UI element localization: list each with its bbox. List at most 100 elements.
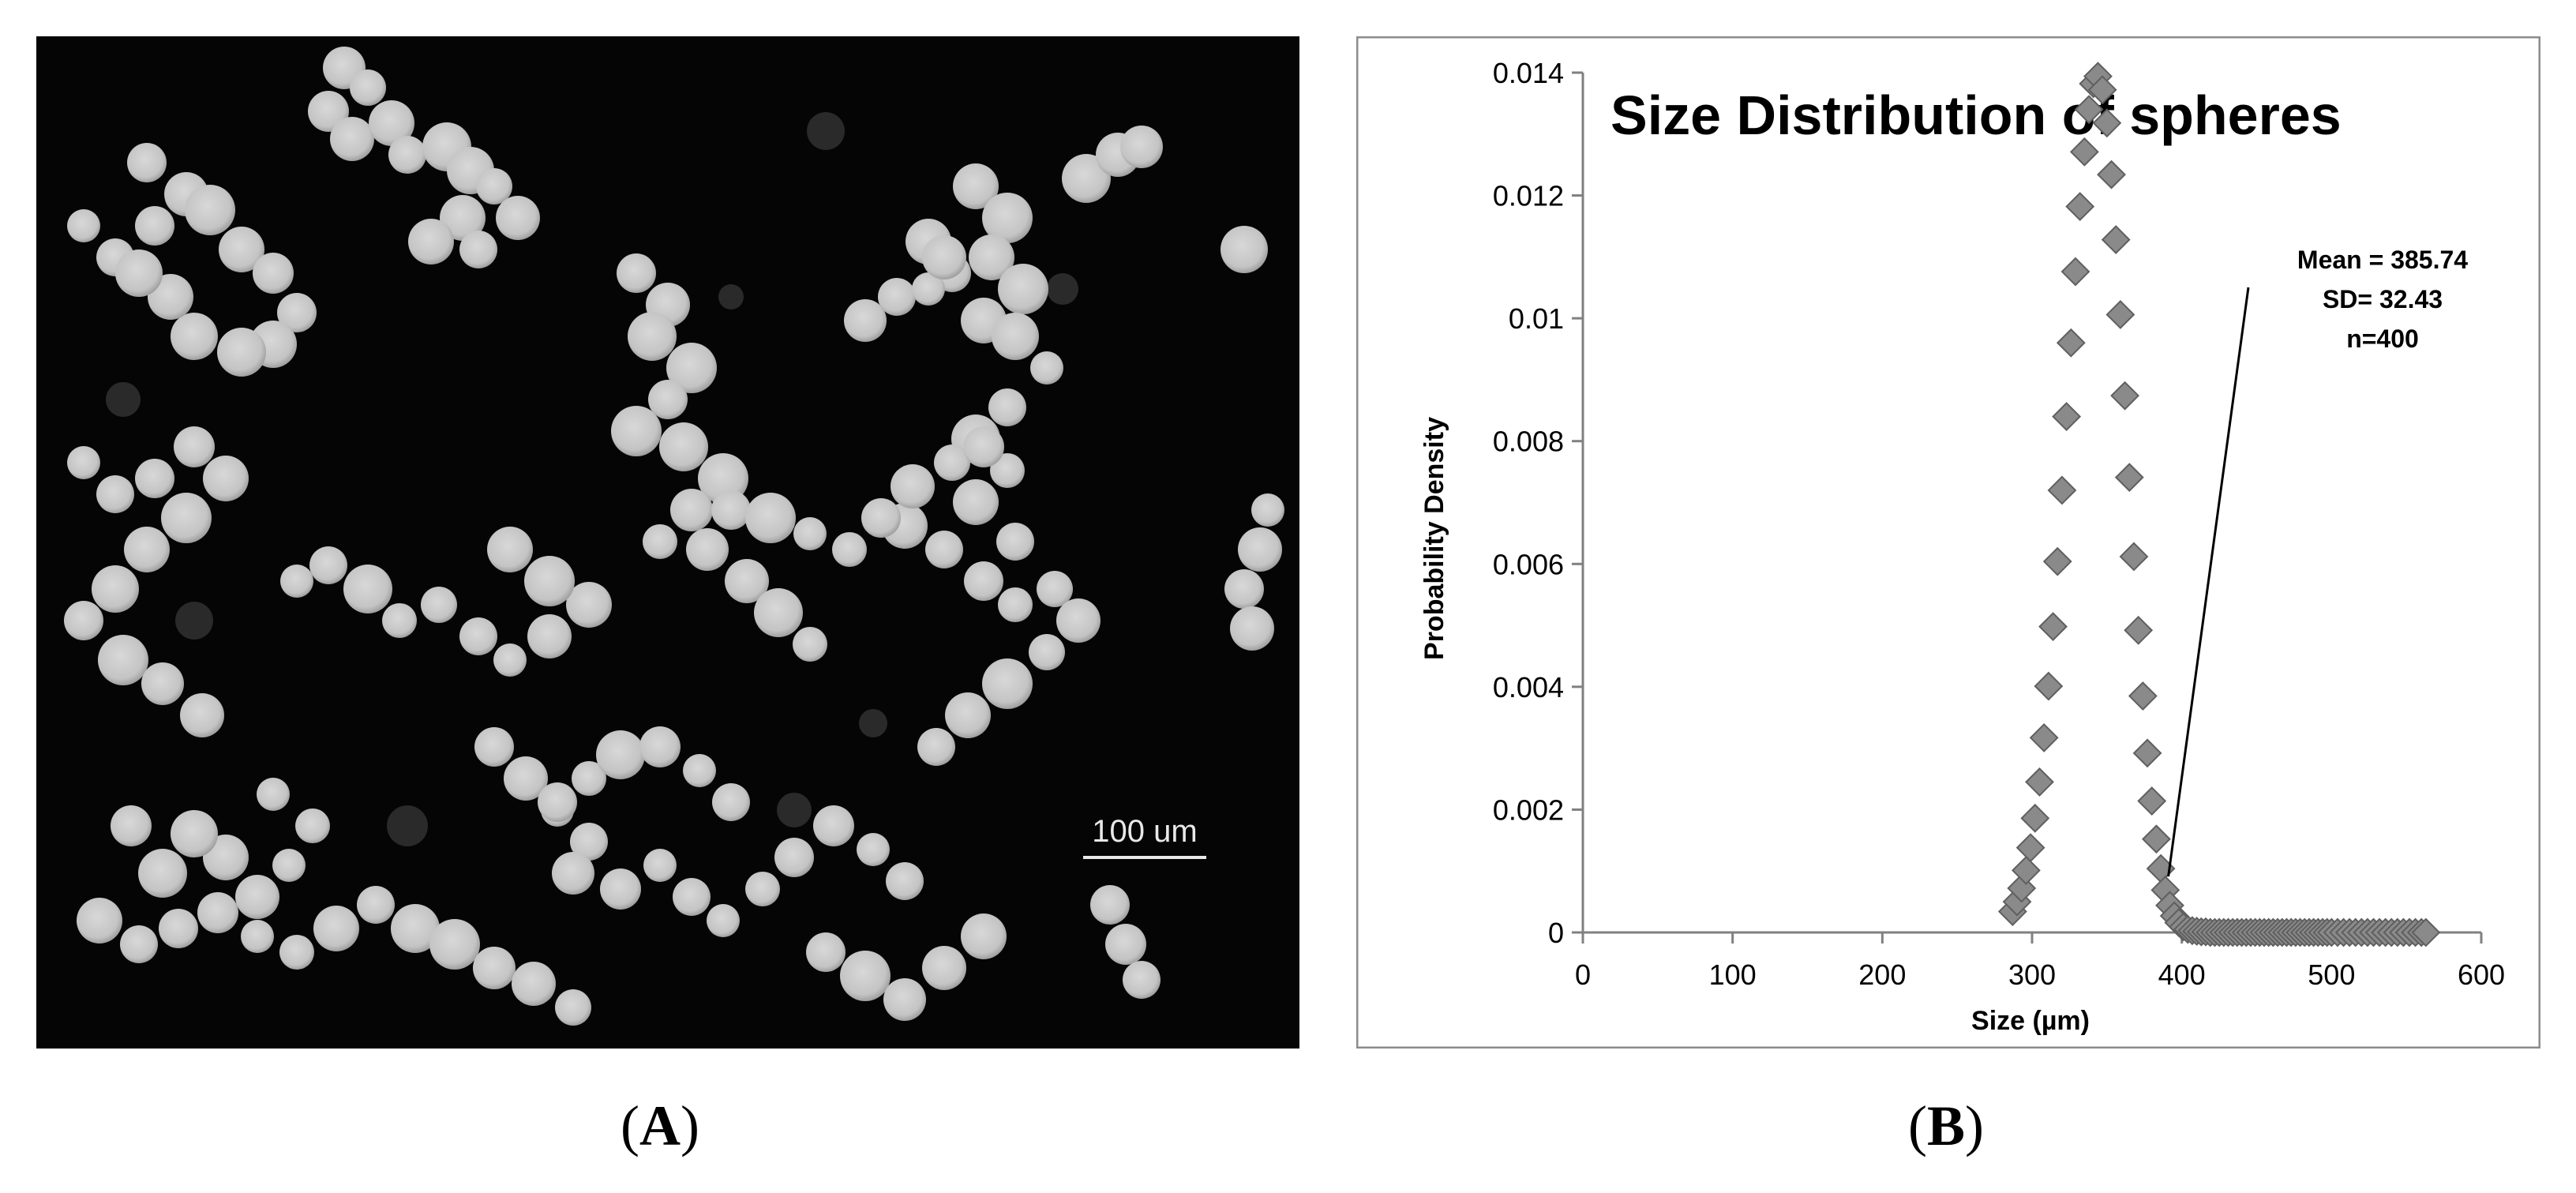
out-of-focus-sphere <box>807 112 845 150</box>
sphere <box>388 136 426 174</box>
sphere <box>917 728 955 766</box>
sphere <box>496 196 540 240</box>
sphere <box>754 588 803 637</box>
sphere <box>77 898 122 944</box>
sphere <box>429 919 480 970</box>
sphere <box>141 662 184 705</box>
sphere <box>996 523 1034 561</box>
sphere <box>135 206 174 246</box>
sphere <box>555 989 591 1026</box>
y-tick-label: 0.004 <box>1493 671 1564 703</box>
sphere <box>673 878 711 916</box>
sphere <box>1221 226 1268 273</box>
data-point-marker <box>2411 917 2441 947</box>
data-point-marker <box>2142 824 2171 854</box>
sphere <box>1062 154 1111 203</box>
sphere <box>922 946 966 990</box>
sphere <box>643 524 677 559</box>
sphere <box>111 805 152 846</box>
sphere <box>712 783 750 821</box>
sphere <box>219 227 264 272</box>
x-tick-label: 600 <box>2458 959 2505 991</box>
sphere <box>1029 634 1065 670</box>
sphere <box>1230 606 1274 651</box>
sphere <box>840 951 891 1001</box>
sphere <box>953 479 999 525</box>
data-point-marker <box>2060 257 2090 287</box>
data-point-marker <box>2074 95 2104 125</box>
sphere <box>617 253 656 293</box>
data-point-marker <box>2132 738 2162 768</box>
data-point-marker <box>2038 612 2068 642</box>
y-tick-label: 0 <box>1548 917 1564 949</box>
sphere <box>648 380 688 419</box>
sphere <box>524 556 575 606</box>
sphere <box>67 209 100 242</box>
data-point-marker <box>2105 300 2135 329</box>
sphere <box>330 117 374 161</box>
sphere <box>643 849 677 882</box>
sphere <box>241 920 274 953</box>
sphere <box>572 761 606 796</box>
sphere <box>421 587 457 623</box>
out-of-focus-sphere <box>1047 273 1078 305</box>
data-point-marker <box>2110 381 2140 411</box>
sphere <box>382 603 417 638</box>
sphere <box>1056 598 1101 643</box>
sphere <box>988 388 1026 426</box>
sphere <box>138 849 187 898</box>
data-point-marker <box>2011 856 2041 885</box>
sphere <box>512 962 556 1006</box>
sphere <box>257 778 290 811</box>
sphere <box>253 253 294 294</box>
sphere <box>922 235 966 279</box>
sphere <box>806 932 846 972</box>
sphere <box>159 909 198 948</box>
sphere <box>982 193 1033 243</box>
annotation-line: SD= 32.43 <box>2323 285 2443 313</box>
y-tick-label: 0.008 <box>1493 426 1564 458</box>
sphere <box>745 493 796 543</box>
sphere <box>686 528 729 571</box>
sphere <box>813 805 854 846</box>
sphere <box>135 459 174 498</box>
sphere <box>124 527 170 572</box>
sphere <box>666 343 717 393</box>
y-tick-label: 0.01 <box>1509 302 1564 335</box>
sphere <box>844 299 887 342</box>
sphere <box>203 456 249 501</box>
sphere <box>538 782 577 822</box>
panel-label-a: (A) <box>621 1094 699 1157</box>
sphere <box>552 852 594 895</box>
sphere <box>115 249 163 297</box>
sphere <box>459 617 497 655</box>
sphere <box>925 531 963 568</box>
sphere <box>235 875 279 919</box>
sphere <box>774 838 814 877</box>
stats-annotation: Mean = 385.74 SD= 32.43 n=400 <box>2167 246 2468 877</box>
data-point-marker <box>2101 225 2131 254</box>
data-point-marker <box>2015 833 2045 863</box>
data-point-marker <box>2065 192 2095 221</box>
sphere <box>964 561 1003 601</box>
sphere <box>1251 493 1284 527</box>
sphere <box>67 446 100 479</box>
sphere <box>473 947 516 989</box>
size-distribution-chart: Size Distribution of spheres Probability… <box>1356 36 2540 1049</box>
sphere <box>711 490 751 530</box>
data-point-marker <box>2114 463 2144 493</box>
sphere <box>861 498 901 538</box>
out-of-focus-sphere <box>777 793 812 827</box>
sphere <box>990 453 1025 488</box>
out-of-focus-sphere <box>718 284 744 310</box>
sphere <box>185 185 235 235</box>
panel-label-b: (B) <box>1908 1094 1984 1157</box>
sphere <box>1238 527 1282 572</box>
sphere <box>670 489 713 531</box>
sphere <box>474 727 514 767</box>
sphere <box>391 904 440 953</box>
sphere <box>961 914 1007 959</box>
micrograph-image: 100 um <box>36 36 1299 1049</box>
sphere <box>504 756 548 801</box>
data-point-marker <box>2029 723 2059 752</box>
